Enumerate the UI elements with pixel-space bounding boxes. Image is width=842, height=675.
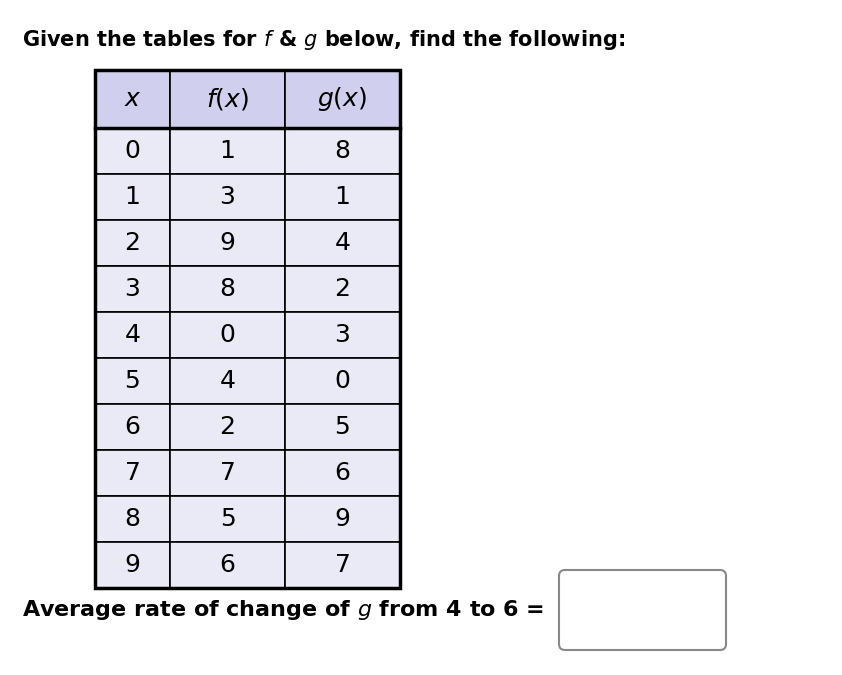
Text: 3: 3 bbox=[334, 323, 350, 347]
Text: 1: 1 bbox=[334, 185, 350, 209]
Text: 9: 9 bbox=[220, 231, 236, 255]
Text: 0: 0 bbox=[125, 139, 141, 163]
Bar bbox=[170, 128, 285, 174]
Text: 7: 7 bbox=[334, 553, 350, 577]
Bar bbox=[170, 70, 285, 128]
Text: 8: 8 bbox=[220, 277, 236, 301]
Bar bbox=[285, 450, 400, 496]
Bar bbox=[95, 70, 400, 588]
Bar bbox=[95, 358, 170, 404]
Text: 6: 6 bbox=[334, 461, 350, 485]
Bar bbox=[170, 358, 285, 404]
Bar bbox=[95, 220, 170, 266]
Text: $\mathit{f}(\mathit{x})$: $\mathit{f}(\mathit{x})$ bbox=[206, 86, 249, 112]
Bar bbox=[95, 404, 170, 450]
FancyBboxPatch shape bbox=[559, 570, 726, 650]
Text: 7: 7 bbox=[125, 461, 141, 485]
Text: 9: 9 bbox=[125, 553, 141, 577]
Bar bbox=[285, 266, 400, 312]
Bar bbox=[285, 70, 400, 128]
Text: 0: 0 bbox=[334, 369, 350, 393]
Text: 6: 6 bbox=[220, 553, 236, 577]
Text: 6: 6 bbox=[125, 415, 141, 439]
Bar bbox=[95, 70, 170, 128]
Text: 2: 2 bbox=[334, 277, 350, 301]
Text: 2: 2 bbox=[220, 415, 236, 439]
Bar bbox=[170, 496, 285, 542]
Bar bbox=[285, 358, 400, 404]
Bar bbox=[95, 266, 170, 312]
Text: 1: 1 bbox=[125, 185, 141, 209]
Bar bbox=[95, 174, 170, 220]
Bar bbox=[285, 496, 400, 542]
Text: 7: 7 bbox=[220, 461, 236, 485]
Text: 4: 4 bbox=[220, 369, 236, 393]
Text: 5: 5 bbox=[334, 415, 350, 439]
Bar bbox=[285, 128, 400, 174]
Text: 5: 5 bbox=[220, 507, 236, 531]
Bar bbox=[170, 542, 285, 588]
Text: 3: 3 bbox=[125, 277, 141, 301]
Bar bbox=[170, 312, 285, 358]
Bar bbox=[95, 312, 170, 358]
Bar bbox=[170, 404, 285, 450]
Text: Average rate of change of $\mathit{g}$ from 4 to 6 =: Average rate of change of $\mathit{g}$ f… bbox=[22, 598, 544, 622]
Text: 8: 8 bbox=[125, 507, 141, 531]
Bar bbox=[285, 312, 400, 358]
Text: Given the tables for $\mathit{f}$ & $\mathit{g}$ below, find the following:: Given the tables for $\mathit{f}$ & $\ma… bbox=[22, 28, 625, 52]
Bar bbox=[285, 542, 400, 588]
Bar bbox=[170, 450, 285, 496]
Bar bbox=[170, 220, 285, 266]
Text: $\mathit{x}$: $\mathit{x}$ bbox=[124, 87, 141, 111]
Text: 8: 8 bbox=[334, 139, 350, 163]
Bar bbox=[170, 174, 285, 220]
Text: 4: 4 bbox=[334, 231, 350, 255]
Text: 4: 4 bbox=[125, 323, 141, 347]
Text: $\mathit{g}(\mathit{x})$: $\mathit{g}(\mathit{x})$ bbox=[317, 85, 367, 113]
Bar bbox=[95, 450, 170, 496]
Bar bbox=[170, 266, 285, 312]
Text: 2: 2 bbox=[125, 231, 141, 255]
Bar bbox=[285, 174, 400, 220]
Text: 3: 3 bbox=[220, 185, 236, 209]
Bar bbox=[285, 404, 400, 450]
Bar bbox=[95, 496, 170, 542]
Text: 1: 1 bbox=[220, 139, 236, 163]
Text: 5: 5 bbox=[125, 369, 141, 393]
Text: 9: 9 bbox=[334, 507, 350, 531]
Bar bbox=[285, 220, 400, 266]
Bar bbox=[95, 542, 170, 588]
Text: 0: 0 bbox=[220, 323, 236, 347]
Bar bbox=[95, 128, 170, 174]
